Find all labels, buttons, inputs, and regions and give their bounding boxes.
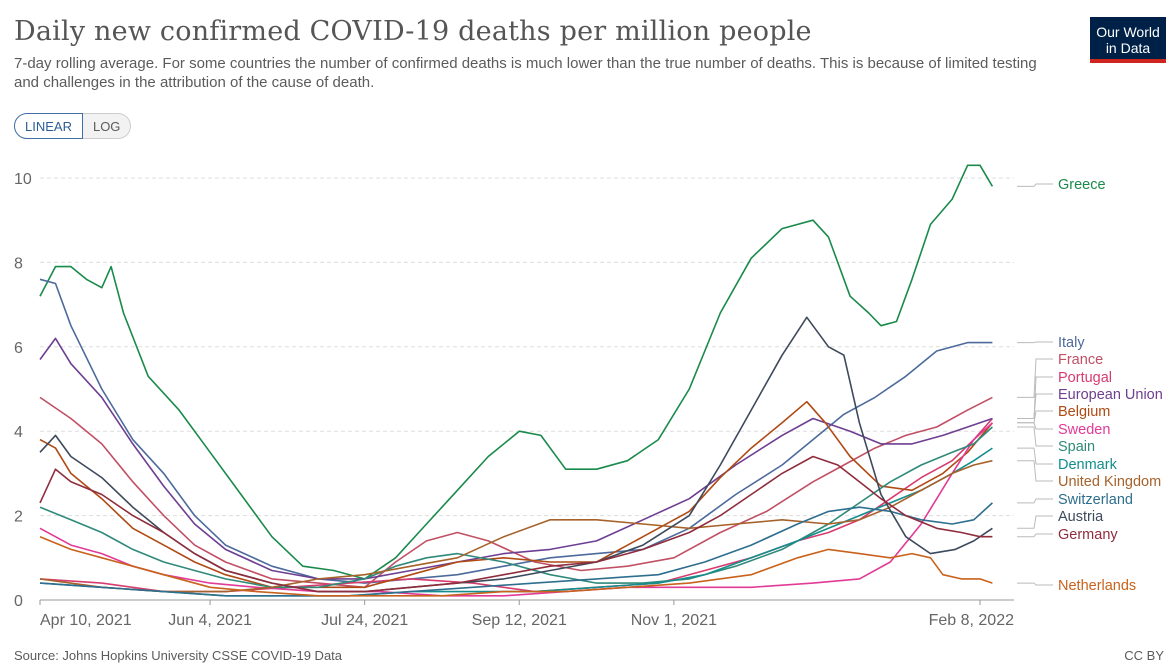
x-tick-label: Jul 24, 2021	[321, 612, 408, 629]
legend-connector	[1017, 410, 1053, 424]
legend-connector	[1017, 533, 1053, 538]
series-line-france[interactable]	[39, 396, 993, 589]
line-chart: 0 2 4 6 8 10 Apr 10, 2021 Jun 4, 2021 Jul 24, 20…	[14, 164, 1163, 629]
chart-subtitle: 7-day rolling average. For some countrie…	[14, 55, 1037, 91]
legend-label-greece[interactable]: Greece	[1058, 177, 1106, 193]
logo-accent-bar	[1090, 59, 1166, 63]
chart-title: Daily new confirmed COVID-19 deaths per …	[14, 16, 812, 47]
legend-connector	[1017, 498, 1053, 504]
legend-label-denmark[interactable]: Denmark	[1058, 457, 1118, 473]
series-line-european-union[interactable]	[39, 337, 993, 580]
series-line-switzerland[interactable]	[39, 502, 993, 597]
series-line-italy[interactable]	[39, 278, 993, 584]
y-tick-label: 10	[14, 171, 32, 188]
x-tick-label: Sep 12, 2021	[472, 612, 567, 629]
legend-label-united-kingdom[interactable]: United Kingdom	[1058, 474, 1161, 490]
y-tick-label: 0	[14, 593, 23, 610]
y-tick-label: 4	[14, 424, 23, 441]
legend-connector	[1017, 582, 1053, 586]
legend-label-switzerland[interactable]: Switzerland	[1058, 492, 1133, 508]
log-scale-button[interactable]: LOG	[82, 113, 132, 139]
legend-connector	[1017, 358, 1053, 398]
x-tick-label: Apr 10, 2021	[40, 612, 132, 629]
legend-label-italy[interactable]: Italy	[1058, 335, 1085, 351]
series-line-united-kingdom[interactable]	[39, 459, 993, 593]
series-line-germany[interactable]	[39, 455, 993, 593]
legend-label-spain[interactable]: Spain	[1058, 439, 1095, 455]
legend-connector	[1017, 460, 1053, 482]
legend-connector	[1017, 447, 1053, 465]
legend-connector	[1017, 183, 1053, 187]
legend-label-germany[interactable]: Germany	[1058, 527, 1118, 543]
x-tick-label: Jun 4, 2021	[168, 612, 252, 629]
legend-connector	[1017, 341, 1053, 344]
legend-connector	[1017, 515, 1053, 529]
legend-label-european-union[interactable]: European Union	[1058, 387, 1163, 403]
y-tick-label: 8	[14, 255, 23, 272]
source-note[interactable]: Source: Johns Hopkins University CSSE CO…	[14, 648, 343, 663]
legend-connector	[1017, 393, 1053, 419]
owid-logo[interactable]: Our World in Data	[1090, 17, 1166, 63]
x-tick-label: Nov 1, 2021	[631, 612, 717, 629]
logo-line2: in Data	[1105, 40, 1151, 56]
y-tick-label: 6	[14, 340, 23, 357]
series-line-greece[interactable]	[39, 164, 994, 580]
y-tick-label: 2	[14, 509, 23, 526]
legend-label-belgium[interactable]: Belgium	[1058, 404, 1110, 420]
legend-label-sweden[interactable]: Sweden	[1058, 422, 1110, 438]
license-label[interactable]: CC BY	[1124, 648, 1164, 663]
series-line-belgium[interactable]	[39, 400, 994, 589]
x-tick-label: Feb 8, 2022	[929, 612, 1015, 629]
legend-label-austria[interactable]: Austria	[1058, 509, 1104, 525]
legend-label-portugal[interactable]: Portugal	[1058, 370, 1112, 386]
logo-line1: Our World	[1096, 24, 1160, 40]
legend-connector	[1017, 426, 1053, 447]
series-line-denmark[interactable]	[39, 447, 993, 597]
scale-toggle: LINEAR LOG	[14, 113, 132, 139]
legend-connector	[1017, 422, 1053, 430]
legend-label-netherlands[interactable]: Netherlands	[1058, 578, 1136, 594]
legend-label-france[interactable]: France	[1058, 352, 1103, 368]
series-line-netherlands[interactable]	[39, 535, 993, 597]
linear-scale-button[interactable]: LINEAR	[14, 113, 83, 139]
